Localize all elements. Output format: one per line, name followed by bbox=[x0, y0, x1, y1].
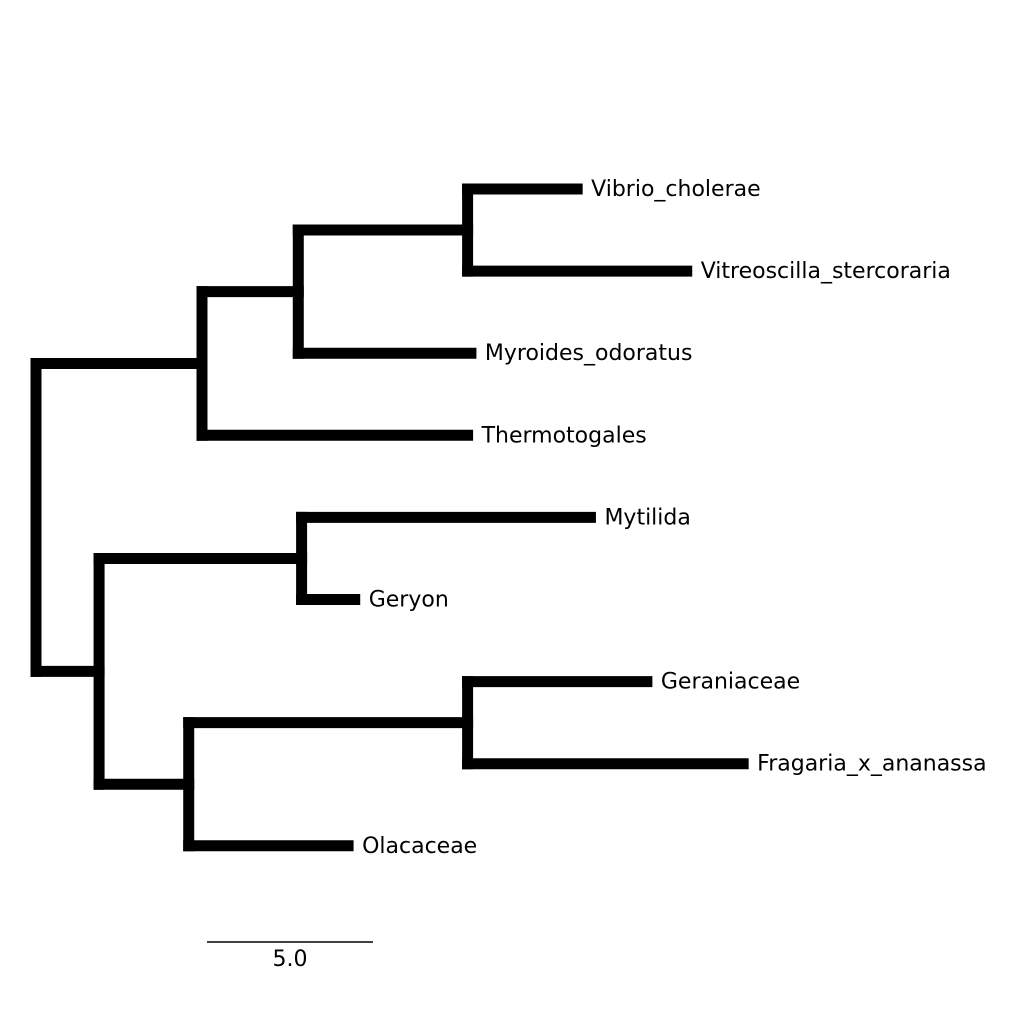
tip-label: Thermotogales bbox=[481, 423, 647, 448]
tip-label: Vitreoscilla_stercoraria bbox=[701, 259, 951, 284]
tip-labels: Vibrio_cholerae Vitreoscilla_stercoraria M… bbox=[362, 177, 987, 859]
tree-branches bbox=[30, 183, 749, 852]
tip-label: Fragaria_x_ananassa bbox=[757, 752, 986, 777]
scale-bar-label: 5.0 bbox=[273, 947, 308, 972]
tip-label: Myroides_odoratus bbox=[485, 341, 693, 366]
tip-label: Geryon bbox=[369, 588, 449, 613]
tip-label: Olacaceae bbox=[362, 834, 477, 859]
scale-bar: 5.0 bbox=[207, 941, 373, 972]
tip-label: Geraniaceae bbox=[661, 670, 800, 695]
tip-label: Vibrio_cholerae bbox=[591, 177, 760, 202]
tip-label: Mytilida bbox=[604, 505, 690, 530]
